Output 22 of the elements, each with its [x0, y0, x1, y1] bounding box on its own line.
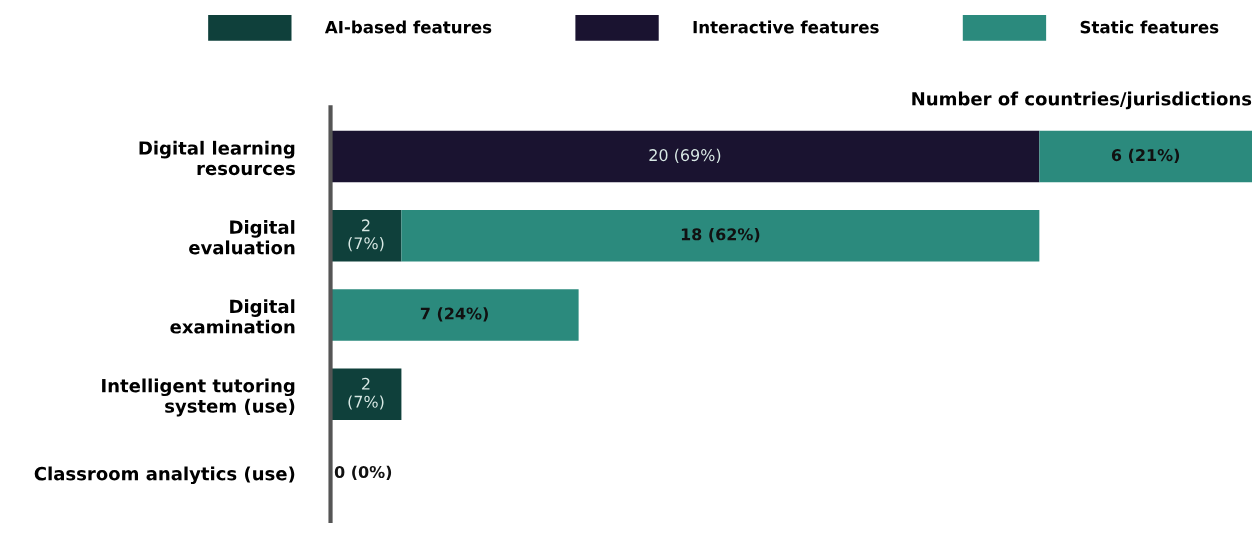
data-label: 7 (24%)	[420, 307, 488, 322]
bar	[330, 289, 579, 341]
legend-label: Static features	[1080, 20, 1219, 34]
data-label: 18 (62%)	[681, 228, 760, 243]
data-label: 2 (7%)	[348, 219, 384, 252]
data-label: 0 (0%)	[334, 465, 392, 480]
bar	[330, 368, 402, 420]
y-tick-label: Digital examination	[170, 299, 295, 334]
bar	[401, 209, 1040, 262]
legend-label: Interactive features	[693, 20, 879, 34]
x-axis-title: Number of countries/jurisdictions	[912, 91, 1252, 110]
data-label: 6 (21%)	[1111, 148, 1180, 164]
legend-label: AI-based features	[324, 20, 492, 34]
y-tick-label: Classroom analytics (use)	[34, 466, 295, 485]
y-tick-label: Digital learning resources	[139, 140, 295, 176]
y-tick-label: Intelligent tutoring system (use)	[102, 378, 295, 417]
data-label: 2 (7%)	[348, 377, 384, 410]
bar	[330, 130, 1040, 183]
data-label: 20 (69%)	[649, 148, 721, 164]
bar	[330, 209, 402, 262]
bar	[1039, 130, 1252, 183]
y-tick-label: Digital evaluation	[189, 220, 295, 255]
